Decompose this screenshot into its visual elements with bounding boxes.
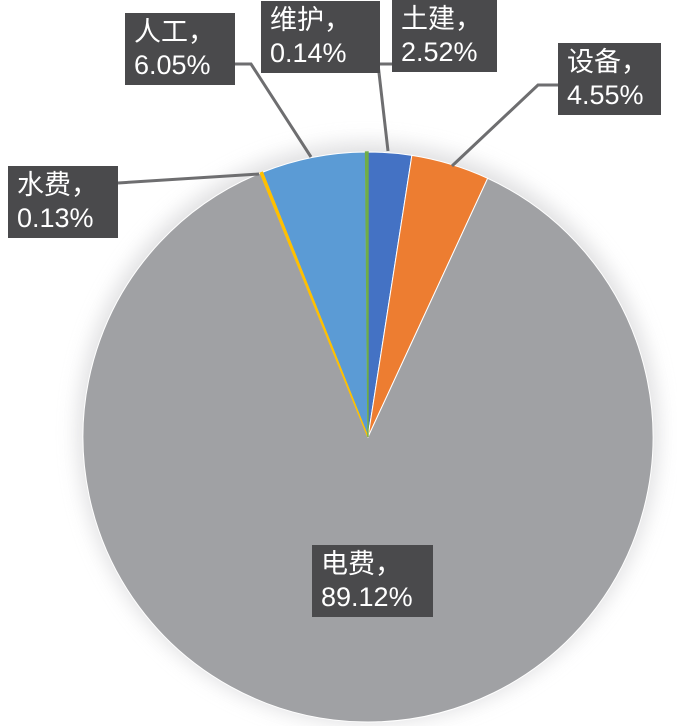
callout-weihu: 维护， 0.14%	[261, 1, 380, 73]
callout-shuifei-value: 0.13%	[17, 203, 94, 233]
callout-tujian-value: 2.52%	[401, 37, 478, 67]
callout-dianfei: 电费， 89.12%	[312, 545, 433, 617]
pie-slices	[82, 151, 654, 723]
pie-slice-weihu	[364, 151, 369, 438]
leader-lines	[117, 62, 558, 185]
callout-dianfei-category: 电费，	[321, 549, 402, 579]
leader-line-rengong	[234, 62, 313, 158]
leader-line-shuifei	[117, 172, 260, 185]
callout-rengong-value: 6.05%	[134, 50, 211, 80]
callout-rengong: 人工， 6.05%	[125, 13, 235, 85]
callout-rengong-category: 人工，	[134, 17, 215, 47]
callout-weihu-value: 0.14%	[270, 38, 347, 68]
callout-shebei: 设备， 4.55%	[558, 43, 661, 115]
callout-tujian: 土建， 2.52%	[392, 0, 497, 72]
callout-tujian-category: 土建，	[401, 4, 482, 34]
callout-weihu-category: 维护，	[270, 5, 351, 35]
callout-shuifei: 水费， 0.13%	[8, 166, 118, 238]
pie-slice-dianfei	[82, 172, 654, 723]
callout-shebei-value: 4.55%	[567, 80, 644, 110]
leader-line-tujian	[376, 62, 392, 152]
callout-dianfei-value: 89.12%	[321, 582, 413, 612]
callout-shebei-category: 设备，	[567, 47, 648, 77]
pie-slice-shuifei	[259, 171, 369, 438]
callout-shuifei-category: 水费，	[17, 170, 98, 200]
leader-line-shebei	[450, 83, 558, 168]
